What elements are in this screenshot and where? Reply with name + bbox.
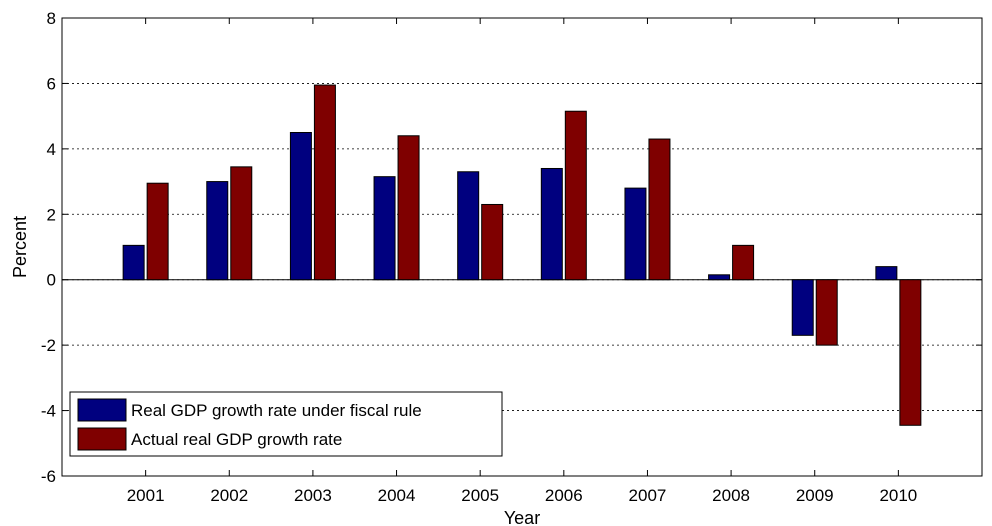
x-tick-label: 2002 xyxy=(210,486,248,505)
x-tick-label: 2003 xyxy=(294,486,332,505)
bar-series-2-2001 xyxy=(146,182,169,281)
x-tick-label: 2009 xyxy=(796,486,834,505)
bar-series-2-2009 xyxy=(815,279,838,346)
x-tick-label: 2007 xyxy=(629,486,667,505)
y-tick-label: 0 xyxy=(47,271,56,290)
bar-series-1-2001 xyxy=(122,244,145,281)
bar-series-1-2007 xyxy=(624,187,647,281)
bar-series-2-2004 xyxy=(397,135,420,281)
y-tick-label: -4 xyxy=(41,402,56,421)
bar-series-2-2003 xyxy=(313,84,336,281)
legend-box xyxy=(69,391,503,457)
bar-series-2-2007 xyxy=(648,138,671,281)
y-tick-label: 8 xyxy=(47,9,56,28)
x-tick-label: 2008 xyxy=(712,486,750,505)
legend-label-series-1: Real GDP growth rate under fiscal rule xyxy=(131,401,422,420)
legend-swatch-series-2 xyxy=(77,427,127,451)
bar-series-1-2005 xyxy=(457,171,480,281)
bar-series-1-2010 xyxy=(875,266,898,281)
y-axis-ticks: -6 -4 -2 0 2 4 6 8 xyxy=(41,9,982,486)
x-tick-label: 2001 xyxy=(127,486,165,505)
x-axis-label: Year xyxy=(504,508,540,526)
legend: Real GDP growth rate under fiscal rule A… xyxy=(69,391,503,457)
legend-swatch-series-1 xyxy=(77,398,127,422)
y-tick-label: 2 xyxy=(47,205,56,224)
bar-series-1-2002 xyxy=(206,181,229,281)
y-tick-label: -2 xyxy=(41,336,56,355)
x-tick-label: 2005 xyxy=(461,486,499,505)
x-axis-ticks: 2001 2002 2003 2004 2005 2006 2007 2008 2009 2010 xyxy=(127,18,917,505)
y-tick-label: 6 xyxy=(47,74,56,93)
plot-frame xyxy=(61,17,983,477)
x-tick-label: 2010 xyxy=(879,486,917,505)
bar-series-2-2010 xyxy=(899,279,922,426)
y-tick-label: -6 xyxy=(41,467,56,486)
legend-label-series-2: Actual real GDP growth rate xyxy=(131,430,342,449)
y-axis-label: Percent xyxy=(10,216,30,278)
bar-series-2-2002 xyxy=(230,166,253,281)
bars xyxy=(122,84,922,426)
bar-series-2-2008 xyxy=(732,244,755,281)
bar-series-2-2005 xyxy=(481,203,504,281)
bar-series-1-2004 xyxy=(373,176,396,281)
y-tick-label: 4 xyxy=(47,140,56,159)
bar-series-1-2006 xyxy=(540,167,563,281)
bar-series-1-2003 xyxy=(289,132,312,281)
bar-series-1-2008 xyxy=(708,274,731,281)
bar-series-1-2009 xyxy=(791,279,814,336)
bar-series-2-2006 xyxy=(564,110,587,281)
x-tick-label: 2004 xyxy=(378,486,416,505)
x-tick-label: 2006 xyxy=(545,486,583,505)
